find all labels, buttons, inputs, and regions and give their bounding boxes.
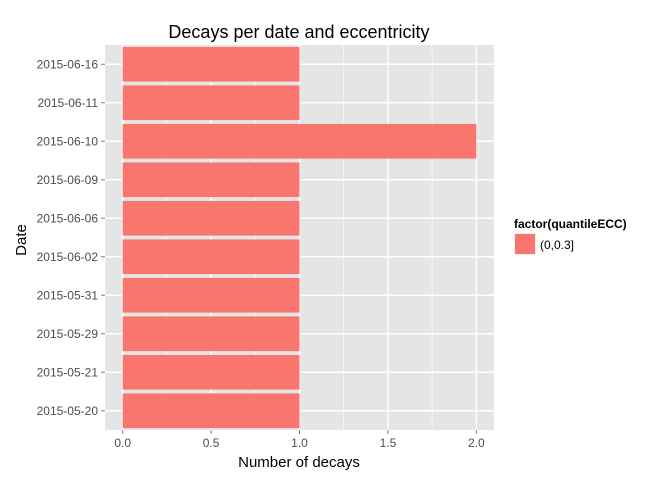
y-tick-label: 2015-06-02 <box>37 250 99 264</box>
y-tick-label: 2015-06-09 <box>37 173 99 187</box>
y-axis-title: Date <box>13 224 30 256</box>
legend-key <box>515 234 535 254</box>
x-axis-ticks: 0.0 0.5 1.0 1.5 2.0 <box>114 430 485 450</box>
y-tick-label: 2015-05-31 <box>37 288 99 302</box>
legend: factor(quantileECC) (0,0.3] <box>514 217 627 255</box>
y-tick-label: 2015-06-10 <box>37 134 99 148</box>
x-axis-title: Number of decays <box>238 454 360 471</box>
x-tick-label: 0.5 <box>203 436 220 450</box>
bar-2015-06-16 <box>122 46 300 82</box>
bar-2015-05-31 <box>122 277 300 313</box>
y-tick-label: 2015-06-16 <box>37 57 99 71</box>
legend-label: (0,0.3] <box>540 238 574 252</box>
bar-2015-06-11 <box>122 85 300 121</box>
y-tick-label: 2015-05-29 <box>37 327 99 341</box>
x-tick-label: 1.5 <box>380 436 397 450</box>
bar-2015-05-29 <box>122 316 300 352</box>
bar-2015-05-21 <box>122 354 300 390</box>
y-tick-label: 2015-06-06 <box>37 211 99 225</box>
bar-2015-05-20 <box>122 393 300 429</box>
bars <box>122 46 477 429</box>
bar-2015-06-06 <box>122 200 300 236</box>
y-axis-ticks: 2015-06-16 2015-06-11 2015-06-10 2015-06-09… <box>37 57 105 418</box>
bar-2015-06-10 <box>122 123 477 159</box>
chart-title: Decays per date and eccentricity <box>168 22 429 42</box>
bar-2015-06-02 <box>122 239 300 275</box>
x-tick-label: 1.0 <box>291 436 308 450</box>
bar-2015-06-09 <box>122 162 300 198</box>
y-tick-label: 2015-05-21 <box>37 365 99 379</box>
y-tick-label: 2015-05-20 <box>37 404 99 418</box>
y-tick-label: 2015-06-11 <box>38 96 99 110</box>
x-tick-label: 0.0 <box>114 436 131 450</box>
x-tick-label: 2.0 <box>468 436 485 450</box>
legend-title: factor(quantileECC) <box>514 217 627 231</box>
